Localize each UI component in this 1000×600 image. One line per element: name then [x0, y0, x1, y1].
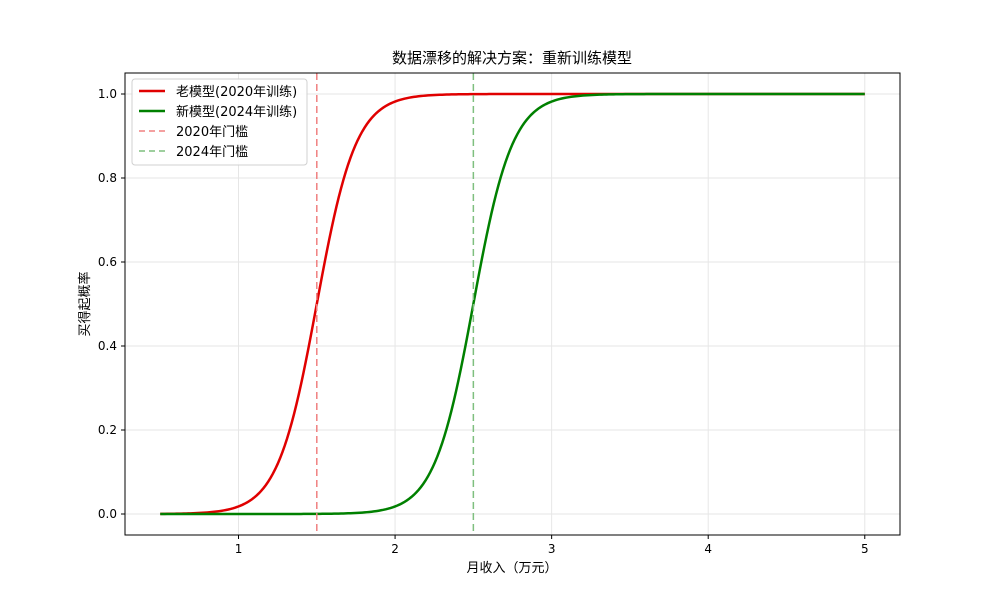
legend-entry: 2020年门槛	[176, 125, 248, 140]
y-axis-ticks: 0.0 0.2 0.4 0.6 0.8 1.0	[98, 87, 125, 521]
x-tick-label: 5	[861, 542, 869, 556]
chart-title: 数据漂移的解决方案：重新训练模型	[392, 49, 632, 67]
y-tick-label: 0.6	[98, 255, 117, 269]
legend-entry: 新模型(2024年训练)	[176, 104, 297, 120]
series-line-1	[160, 92, 865, 516]
x-tick-label: 2	[391, 542, 399, 556]
axes-frame	[124, 72, 901, 536]
y-tick-label: 0.4	[98, 339, 117, 353]
y-tick-label: 0.2	[98, 423, 117, 437]
x-tick-label: 1	[235, 542, 243, 556]
y-tick-label: 0.0	[98, 507, 117, 521]
x-tick-label: 4	[704, 542, 712, 556]
legend: 老模型(2020年训练) 新模型(2024年训练) 2020年门槛 2024年门槛	[131, 78, 308, 166]
y-tick-label: 1.0	[98, 87, 117, 101]
y-axis-label: 买得起概率	[77, 271, 93, 336]
plot-area	[160, 73, 865, 535]
legend-entry: 老模型(2020年训练)	[176, 85, 297, 100]
x-tick-label: 3	[548, 542, 556, 556]
legend-entry: 2024年门槛	[176, 145, 248, 160]
y-tick-label: 0.8	[98, 171, 117, 185]
x-axis-ticks: 1 2 3 4 5	[235, 535, 869, 556]
x-axis-label: 月收入（万元）	[466, 561, 557, 576]
